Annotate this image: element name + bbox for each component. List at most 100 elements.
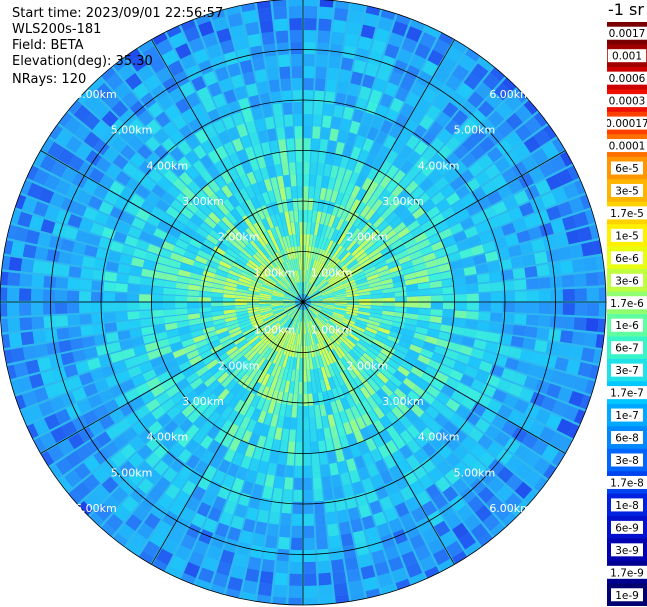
range-gate-cell xyxy=(333,288,346,294)
range-gate-cell xyxy=(319,452,329,466)
range-gate-cell xyxy=(252,355,263,367)
range-gate-cell xyxy=(267,274,279,284)
range-gate-cell xyxy=(309,234,314,247)
range-gate-cell xyxy=(303,357,307,370)
range-gate-cell xyxy=(501,280,515,291)
range-gate-cell xyxy=(585,317,599,332)
range-gate-cell xyxy=(248,287,261,293)
range-gate-cell xyxy=(431,352,445,364)
range-gate-cell xyxy=(263,178,273,192)
range-gate-cell xyxy=(305,246,309,259)
range-gate-cell xyxy=(470,127,487,144)
range-gate-cell xyxy=(466,302,479,311)
range-gate-cell xyxy=(120,211,136,225)
range-gate-cell xyxy=(201,184,215,198)
range-gate-cell xyxy=(222,360,235,372)
range-gate-cell xyxy=(311,138,320,151)
range-gate-cell xyxy=(513,279,527,291)
range-gate-cell xyxy=(245,405,256,419)
range-gate-cell xyxy=(504,150,521,167)
range-gate-cell xyxy=(306,234,310,247)
range-gate-cell xyxy=(259,359,269,372)
range-gate-cell xyxy=(203,216,217,229)
range-gate-cell xyxy=(201,406,215,420)
range-gate-cell xyxy=(260,166,270,181)
range-gate-cell xyxy=(373,184,385,199)
range-gate-cell xyxy=(333,310,346,316)
range-gate-cell xyxy=(31,288,44,301)
range-gate-cell xyxy=(338,521,352,535)
range-gate-cell xyxy=(264,153,274,167)
range-gate-cell xyxy=(128,469,145,486)
range-gate-cell xyxy=(195,401,209,415)
range-gate-cell xyxy=(297,282,302,295)
range-gate-cell xyxy=(303,162,310,175)
range-gate-cell xyxy=(329,336,339,348)
range-gate-cell xyxy=(310,302,323,305)
range-gate-cell xyxy=(303,222,307,235)
range-gate-cell xyxy=(73,481,92,500)
range-gate-cell xyxy=(367,423,379,438)
range-gate-cell xyxy=(213,278,226,286)
range-gate-cell xyxy=(315,66,327,80)
range-gate-cell xyxy=(340,472,351,486)
range-gate-cell xyxy=(429,315,443,324)
range-gate-cell xyxy=(312,114,322,127)
range-gate-cell xyxy=(399,415,413,430)
range-gate-cell xyxy=(434,413,449,428)
range-gate-cell xyxy=(310,303,323,308)
range-gate-cell xyxy=(272,290,285,296)
range-gate-cell xyxy=(336,205,345,218)
range-gate-cell xyxy=(466,293,479,302)
range-gate-cell xyxy=(331,216,341,229)
range-gate-cell xyxy=(285,235,292,248)
range-gate-cell xyxy=(387,335,400,344)
range-gate-cell xyxy=(533,457,551,476)
range-gate-cell xyxy=(272,324,282,335)
range-gate-cell xyxy=(274,427,283,441)
range-gate-cell xyxy=(200,154,214,169)
range-gate-cell xyxy=(497,211,512,226)
range-gate-cell xyxy=(358,441,370,455)
range-gate-cell xyxy=(523,489,542,508)
range-gate-cell xyxy=(354,322,367,330)
range-gate-cell xyxy=(312,319,319,331)
range-gate-cell xyxy=(406,290,419,297)
range-gate-cell xyxy=(39,155,57,173)
range-gate-cell xyxy=(234,163,246,178)
range-gate-cell xyxy=(513,85,532,104)
range-gate-cell xyxy=(438,364,453,376)
range-gate-cell xyxy=(202,491,216,507)
range-gate-cell xyxy=(336,345,346,357)
range-gate-cell xyxy=(279,315,289,325)
range-ring-label: 2.00km xyxy=(218,231,260,244)
range-gate-cell xyxy=(442,302,455,310)
range-gate-cell xyxy=(380,278,393,286)
range-gate-cell xyxy=(155,66,173,84)
range-gate-cell xyxy=(304,270,307,283)
range-gate-cell xyxy=(280,512,292,526)
range-gate-cell xyxy=(276,200,284,214)
range-gate-cell xyxy=(144,512,161,530)
range-gate-cell xyxy=(281,316,291,327)
range-gate-cell xyxy=(297,393,303,406)
range-gate-cell xyxy=(326,272,338,282)
range-gate-cell xyxy=(313,275,322,286)
range-gate-cell xyxy=(320,366,328,380)
range-gate-cell xyxy=(363,265,376,275)
range-gate-cell xyxy=(343,355,354,367)
range-gate-cell xyxy=(310,305,322,312)
range-gate-cell xyxy=(103,190,119,205)
range-gate-cell xyxy=(389,124,403,139)
range-gate-cell xyxy=(368,212,381,225)
range-gate-cell xyxy=(91,313,105,324)
range-gate-cell xyxy=(251,182,261,196)
range-gate-cell xyxy=(397,129,412,144)
range-gate-cell xyxy=(92,101,110,120)
range-gate-cell xyxy=(320,127,330,140)
range-gate-cell xyxy=(135,353,150,365)
range-gate-cell xyxy=(306,258,310,271)
range-gate-cell xyxy=(235,291,248,296)
range-gate-cell xyxy=(276,312,287,321)
range-gate-cell xyxy=(283,295,296,300)
